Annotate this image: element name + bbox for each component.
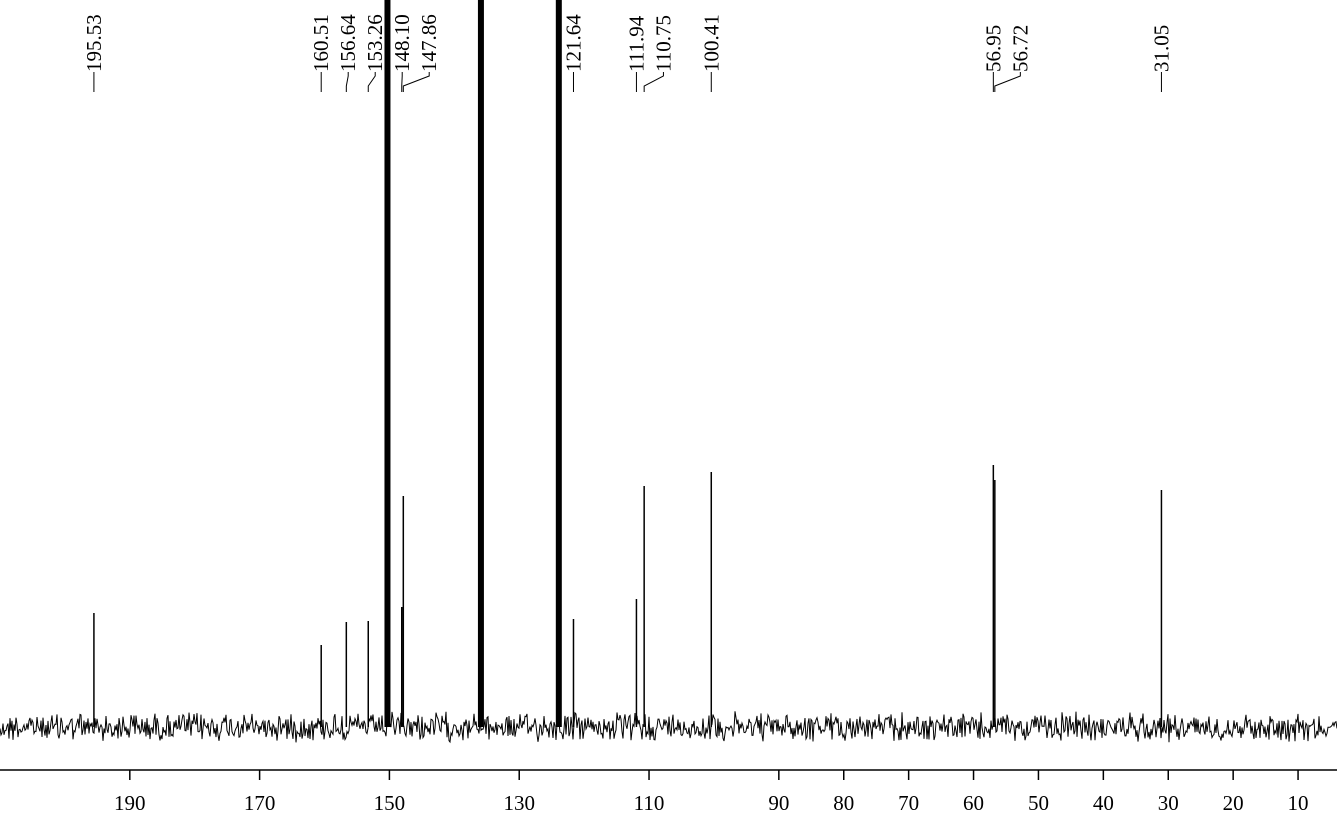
plot-area xyxy=(0,0,1337,744)
noise xyxy=(0,711,1337,744)
peak-label: 147.86 xyxy=(417,14,441,72)
x-tick-label: 30 xyxy=(1158,791,1179,815)
x-tick-label: 10 xyxy=(1288,791,1309,815)
peak-label: 148.10 xyxy=(390,14,414,72)
peak-label: 31.05 xyxy=(1149,25,1173,72)
x-tick-label: 110 xyxy=(634,791,665,815)
label-connector xyxy=(994,72,1021,92)
x-tick-label: 60 xyxy=(963,791,984,815)
x-tick-label: 130 xyxy=(503,791,535,815)
label-connector xyxy=(367,72,376,92)
label-connector xyxy=(402,72,430,92)
label-connector xyxy=(345,72,349,92)
peak-label: 110.75 xyxy=(651,15,675,72)
peak-label: 121.64 xyxy=(561,14,585,72)
x-tick-label: 170 xyxy=(244,791,276,815)
peak-label: 56.95 xyxy=(981,25,1005,72)
x-tick-label: 20 xyxy=(1223,791,1244,815)
x-tick-label: 40 xyxy=(1093,791,1114,815)
x-tick-label: 190 xyxy=(114,791,146,815)
peak-label: 160.51 xyxy=(309,14,333,72)
peak-label: 111.94 xyxy=(624,15,648,72)
peak-label: 156.64 xyxy=(336,14,360,72)
label-connector xyxy=(643,72,664,92)
peak-label: 56.72 xyxy=(1008,25,1032,72)
peak-label: 153.26 xyxy=(363,14,387,72)
peak-label: 100.41 xyxy=(699,14,723,72)
x-tick-label: 70 xyxy=(898,791,919,815)
x-tick-label: 50 xyxy=(1028,791,1049,815)
peak-label: 195.53 xyxy=(82,14,106,72)
x-tick-label: 80 xyxy=(833,791,854,815)
x-tick-label: 90 xyxy=(768,791,789,815)
x-tick-label: 150 xyxy=(374,791,406,815)
